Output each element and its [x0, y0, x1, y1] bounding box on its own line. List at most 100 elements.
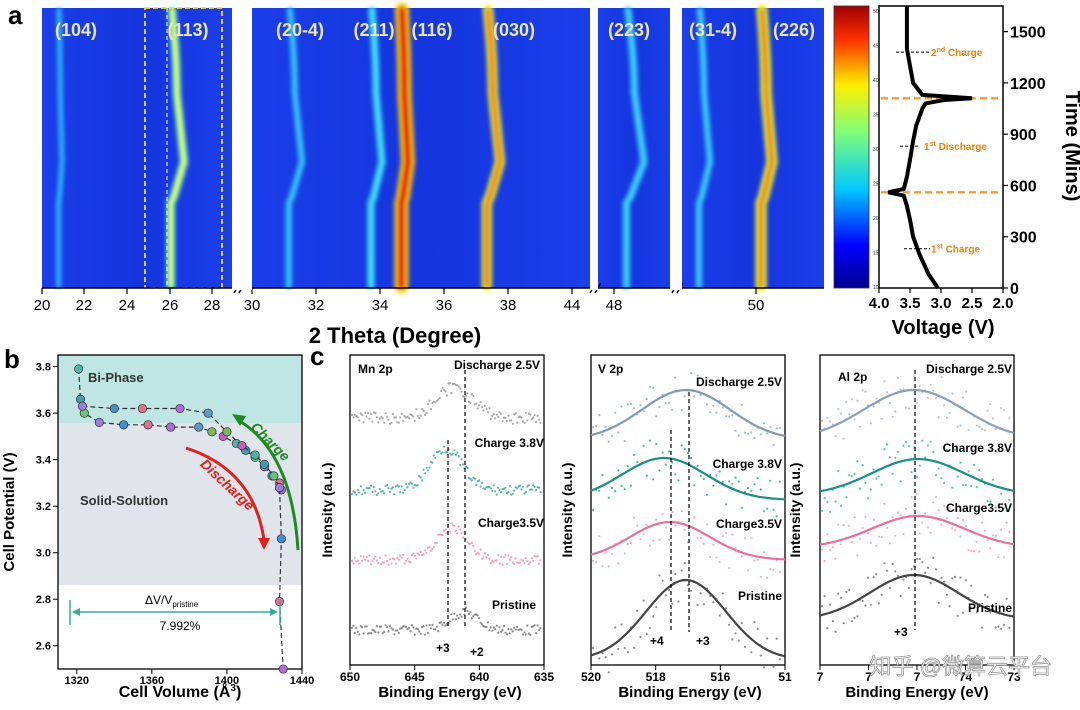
colorbar-tick: 10: [873, 285, 879, 291]
al-y-label: Intensity (a.u.): [787, 463, 803, 558]
panel-b-point: [207, 427, 217, 437]
panel-b-point: [237, 441, 247, 451]
heatmap-x-tick: 34: [372, 297, 389, 314]
al-x-label: Binding Energy (eV): [845, 684, 988, 701]
xps-x-tick: 635: [534, 670, 554, 684]
xps-curve-label: Discharge 2.5V: [696, 375, 782, 389]
colorbar-tick: 35: [873, 113, 879, 119]
panel-b-point: [143, 420, 153, 430]
mn-y-label: Intensity (a.u.): [319, 463, 335, 558]
panel-b-point: [137, 403, 148, 414]
al-2p-plot: Al 2p Discharge 2.5V Charge 3.8V Charge3.5…: [817, 354, 1021, 684]
trace-113-core: [169, 8, 186, 288]
panel-b-y-tick: 3.8: [36, 362, 51, 374]
panel-b-point: [222, 427, 232, 437]
xps-x-tick: 516: [710, 670, 730, 684]
v-x-label: Binding Energy (eV): [618, 684, 761, 701]
peak-label: (211): [353, 20, 394, 40]
xps-fit-curve: [590, 578, 786, 658]
panel-b-point: [109, 403, 119, 414]
heatmap-x-tick: 32: [308, 297, 325, 314]
mn-marker-2: +2: [470, 645, 484, 659]
colorbar-tick: 40: [873, 78, 879, 84]
voltage-y-tick: 1200: [1010, 76, 1046, 93]
voltage-x-tick: 4.0: [869, 295, 890, 312]
panel-b-point: [94, 417, 104, 428]
panel-b-y-tick: 2.6: [36, 641, 51, 653]
xps-curve-label: Pristine: [968, 601, 1012, 615]
voltage-x-label: Voltage (V): [892, 317, 995, 339]
xps-x-tick: 73: [1007, 670, 1021, 684]
xps-x-tick: 640: [469, 670, 489, 684]
panel-b-x-label: Cell Volume (Å3): [119, 682, 242, 701]
peak-label: (31-4): [689, 20, 737, 40]
xps-fit-curve: [819, 573, 1015, 618]
mn-2p-plot: Mn 2p Discharge 2.5V Charge 3.8V Charge3.5…: [340, 354, 554, 684]
xps-x-tick: 7: [914, 670, 921, 684]
bi-phase-label: Bi-Phase: [88, 370, 144, 385]
panel-b-y-label: Cell Potential (V): [1, 452, 18, 571]
xps-x-tick: 645: [405, 670, 425, 684]
panel-b-point: [276, 534, 286, 544]
panel-b-point: [194, 422, 204, 432]
peak-labels: (104) (113) (20-4) (211) (116) (030) (223) (31-…: [55, 20, 815, 40]
panel-b-y-tick: 3.6: [36, 408, 51, 420]
xps-curve-label: Charge3.5V: [716, 517, 782, 531]
panel-b-points: [74, 364, 288, 674]
voltage-x-tick: 2.5: [962, 295, 983, 312]
heatmap-2: [252, 8, 590, 288]
trace-226-core: [759, 8, 775, 288]
v-marker-3: +3: [696, 634, 710, 648]
panel-b-point: [250, 450, 260, 460]
discharge-arrow: [185, 446, 266, 541]
heatmap-x-ticks: 20 22 24 26 28 30 32 34 36 38 44 48 50: [34, 282, 764, 314]
panel-b-point: [175, 403, 185, 414]
colorbar-tick: 30: [873, 147, 879, 153]
colorbar-tick: 50: [873, 9, 879, 15]
xps-fit-curve: [819, 457, 1015, 493]
voltage-curve: [887, 6, 973, 290]
panel-b-point: [278, 664, 288, 674]
voltage-x-tick: 2.0: [993, 295, 1014, 312]
xps-fit-curve: [590, 520, 786, 561]
v-2p-plot: V 2p Discharge 2.5V Charge 3.8V Charge3.5V…: [581, 354, 792, 684]
panel-b-x-tick: 1440: [290, 675, 314, 687]
panel-c: c Mn 2p Discharge 2.5V Charge 3.8V Charge3…: [310, 341, 1021, 701]
xps-curve-label: Charge 3.8V: [943, 441, 1012, 455]
voltage-y-tick: 0: [1010, 281, 1019, 298]
voltage-annotation: 2nd Charge: [931, 47, 983, 59]
panel-b-x-tick: 1400: [215, 675, 239, 687]
heatmap-x-tick: 28: [204, 297, 221, 314]
heatmap-x-tick: 24: [119, 297, 136, 314]
peak-label: (030): [493, 20, 535, 40]
mn-x-label: Binding Energy (eV): [378, 684, 521, 701]
voltage-y-tick: 900: [1010, 127, 1037, 144]
colorbar-tick: 15: [873, 251, 879, 257]
heatmap-x-tick: 22: [76, 297, 93, 314]
peak-label: (223): [608, 20, 650, 40]
heatmap-x-tick: 30: [244, 297, 261, 314]
panel-b-series-line: [82, 405, 284, 670]
xps-x-tick: 518: [646, 670, 666, 684]
panel-b-point: [269, 471, 279, 481]
voltage-annotation: 1st Discharge: [924, 141, 987, 153]
al-2p-title: Al 2p: [838, 370, 867, 384]
colorbar: 50 45 40 35 30 25 20 15 10: [833, 5, 879, 291]
xps-curve-label: Pristine: [738, 589, 782, 603]
panel-b-frame: [57, 354, 303, 670]
peak-label: (113): [167, 20, 208, 40]
heatmap-traces: [56, 3, 778, 293]
voltage-annotation: 1st Charge: [931, 244, 980, 256]
heatmap-x-tick: 48: [606, 297, 623, 314]
xps-curve-label: Pristine: [492, 598, 536, 612]
trace-31-4: [696, 7, 714, 289]
xps-fit-curve: [590, 388, 786, 438]
heatmap-x-tick: 44: [564, 297, 581, 314]
peak-label: (20-4): [276, 20, 324, 40]
panel-b-letter: b: [4, 344, 20, 374]
panel-b-x-tick: 1360: [140, 675, 164, 687]
heatmap-x-label: 2 Theta (Degree): [309, 323, 481, 348]
heatmap-x-tick: 26: [162, 297, 179, 314]
panel-a: a (104) (113) (20-4) (211) (116) (030) (223) (3…: [8, 0, 1080, 348]
panel-b-point: [274, 483, 285, 493]
